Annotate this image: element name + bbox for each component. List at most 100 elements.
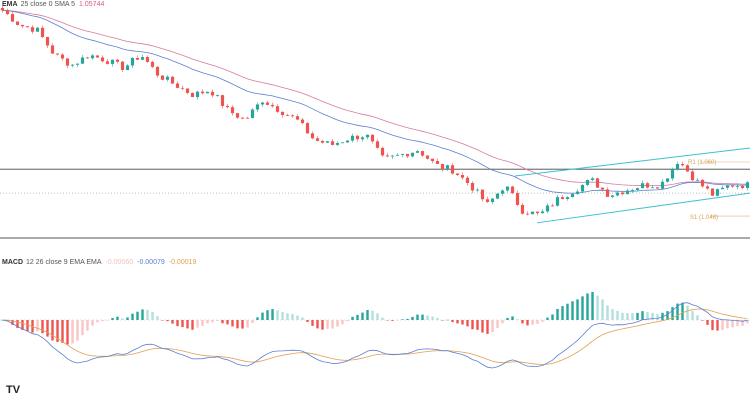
macd-histogram-bar [486,320,489,334]
candle [310,131,315,140]
candle [680,161,685,167]
candle [655,187,660,189]
candle [370,134,375,144]
macd-histogram-bar [136,311,139,320]
candle-body [405,153,410,157]
macd-histogram-bar [111,318,114,320]
macd-histogram-bar [161,320,164,321]
candle-body [615,192,620,196]
macd-histogram-bar [526,320,529,326]
candle-body [510,186,515,194]
candle [20,24,25,29]
candle-body [85,57,90,59]
macd-hist-value: -0.00060 [105,259,134,266]
macd-histogram-bar [471,320,474,330]
candle [15,21,20,26]
macd-histogram-bar [421,314,424,320]
candle-body [415,151,420,153]
candle [660,179,665,191]
candle-body [30,27,35,32]
candle-body [100,57,105,62]
macd-histogram-bar [276,310,279,320]
candle [385,153,390,158]
candle [735,183,740,190]
legend-params: 25 close 0 SMA 5 [20,1,76,8]
candle-body [15,21,20,25]
candle-body [700,179,705,187]
macd-histogram-bar [216,320,219,321]
candle [530,211,535,215]
candle [705,184,710,191]
macd-histogram-bar [256,317,259,320]
macd-histogram-bar [676,303,679,320]
candle-body [460,175,465,178]
candle [260,101,265,107]
macd-histogram-bar [321,320,324,330]
macd-histogram-bar [636,312,639,320]
candle [190,92,195,98]
candle [605,187,610,197]
candle [410,152,415,158]
candle [405,153,410,159]
candle-body [215,95,220,96]
candle-body [155,66,160,76]
candle-body [535,211,540,214]
candle-body [385,155,390,157]
candle [520,202,525,215]
candle-body [680,164,685,166]
candle-body [445,165,450,169]
macd-histogram-bar [531,320,534,325]
candle [635,187,640,192]
macd-histogram-bar [746,320,749,324]
macd-histogram-bar [396,320,399,321]
candle-body [325,141,330,143]
candle-body [595,178,600,188]
macd-histogram-bar [386,320,389,321]
macd-histogram-bar [121,318,124,320]
candle-body [40,27,45,38]
macd-histogram-bar [451,320,454,323]
candle-body [515,193,520,205]
macd-histogram-bar [476,320,479,330]
macd-histogram-bar [331,320,334,329]
candle [220,94,225,109]
macd-histogram-bar [586,293,589,320]
macd-histogram-bar [736,320,739,327]
macd-histogram-bar [631,313,634,320]
candle [580,184,585,193]
candle [525,211,530,216]
macd-histogram-bar [741,320,744,326]
candle-body [670,169,675,179]
candle-body [485,199,490,202]
candle [120,60,125,72]
candle [465,175,470,186]
candle-body [210,91,215,96]
macd-histogram-bar [16,320,19,328]
candle-body [600,187,605,190]
macd-histogram-bar [301,317,304,320]
candle [60,53,65,61]
macd-histogram-bar [461,320,464,325]
macd-histogram-bar [126,317,129,320]
candle [210,89,215,98]
macd-histogram-bar [326,320,329,329]
macd-histogram-bar [596,295,599,320]
candle-body [130,57,135,66]
candle-body [390,155,395,157]
macd-histogram-bar [446,319,449,321]
macd-histogram-bar [221,320,224,324]
macd-histogram-bar [76,320,79,341]
candle [235,112,240,119]
candle-body [340,142,345,144]
candle-body [720,187,725,190]
candle-body [35,27,40,32]
candle [80,54,85,64]
macd-signal-value: -0.00019 [168,259,197,266]
macd-histogram-bar [26,320,29,331]
macd-histogram-bar [266,310,269,320]
macd-histogram-bar [66,320,69,345]
candle [50,43,55,54]
macd-histogram-bar [316,320,319,329]
candle-body [375,141,380,148]
